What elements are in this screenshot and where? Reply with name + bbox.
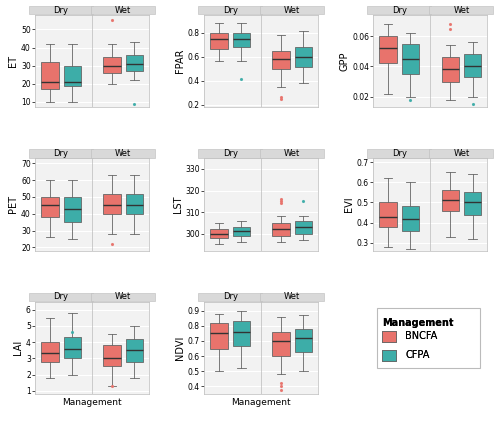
PathPatch shape <box>126 193 143 214</box>
PathPatch shape <box>295 221 312 233</box>
FancyBboxPatch shape <box>91 6 155 14</box>
Text: Wet: Wet <box>284 293 300 302</box>
FancyBboxPatch shape <box>382 331 396 342</box>
PathPatch shape <box>64 197 81 222</box>
PathPatch shape <box>210 33 228 49</box>
FancyBboxPatch shape <box>382 350 396 361</box>
Text: Wet: Wet <box>284 149 300 158</box>
Text: Wet: Wet <box>115 149 132 158</box>
Text: Wet: Wet <box>454 149 469 158</box>
PathPatch shape <box>41 62 58 89</box>
PathPatch shape <box>41 342 58 362</box>
PathPatch shape <box>442 58 459 82</box>
FancyBboxPatch shape <box>198 6 262 14</box>
PathPatch shape <box>402 44 419 74</box>
Text: BNCFA: BNCFA <box>405 331 438 341</box>
FancyBboxPatch shape <box>368 6 432 14</box>
FancyBboxPatch shape <box>29 6 93 14</box>
Y-axis label: ET: ET <box>8 55 18 67</box>
Text: Dry: Dry <box>54 149 68 158</box>
FancyBboxPatch shape <box>29 293 93 301</box>
X-axis label: Management: Management <box>62 398 122 407</box>
FancyBboxPatch shape <box>260 150 324 158</box>
Text: Dry: Dry <box>222 6 238 15</box>
PathPatch shape <box>380 202 397 227</box>
FancyBboxPatch shape <box>29 150 93 158</box>
Y-axis label: LAI: LAI <box>13 340 23 355</box>
Y-axis label: LST: LST <box>172 196 182 213</box>
PathPatch shape <box>272 51 290 69</box>
FancyBboxPatch shape <box>368 150 432 158</box>
PathPatch shape <box>64 337 81 358</box>
FancyBboxPatch shape <box>430 150 494 158</box>
PathPatch shape <box>272 332 290 356</box>
PathPatch shape <box>210 323 228 348</box>
PathPatch shape <box>64 66 81 86</box>
Text: Dry: Dry <box>222 293 238 302</box>
Y-axis label: EVI: EVI <box>344 197 354 212</box>
FancyBboxPatch shape <box>198 293 262 301</box>
FancyBboxPatch shape <box>382 331 396 342</box>
PathPatch shape <box>272 223 290 236</box>
FancyBboxPatch shape <box>91 150 155 158</box>
Text: BNCFA: BNCFA <box>405 331 438 341</box>
FancyBboxPatch shape <box>382 350 396 361</box>
PathPatch shape <box>232 33 250 47</box>
PathPatch shape <box>232 321 250 345</box>
Y-axis label: PET: PET <box>8 196 18 213</box>
PathPatch shape <box>402 207 419 230</box>
Text: Wet: Wet <box>284 6 300 15</box>
PathPatch shape <box>104 345 120 366</box>
PathPatch shape <box>104 193 120 214</box>
PathPatch shape <box>210 229 228 238</box>
Y-axis label: FPAR: FPAR <box>175 49 185 73</box>
PathPatch shape <box>126 339 143 362</box>
Text: Dry: Dry <box>392 6 407 15</box>
FancyBboxPatch shape <box>376 308 480 368</box>
FancyBboxPatch shape <box>91 293 155 301</box>
FancyBboxPatch shape <box>260 6 324 14</box>
Y-axis label: NDVI: NDVI <box>175 336 185 360</box>
Text: Dry: Dry <box>54 6 68 15</box>
X-axis label: Management: Management <box>232 398 291 407</box>
PathPatch shape <box>41 197 58 217</box>
PathPatch shape <box>295 329 312 351</box>
PathPatch shape <box>104 57 120 73</box>
PathPatch shape <box>464 193 481 215</box>
Text: Wet: Wet <box>115 6 132 15</box>
PathPatch shape <box>380 36 397 63</box>
Text: CFPA: CFPA <box>405 350 429 360</box>
Text: Dry: Dry <box>54 293 68 302</box>
Text: Dry: Dry <box>222 149 238 158</box>
Text: CFPA: CFPA <box>405 350 429 360</box>
FancyBboxPatch shape <box>430 6 494 14</box>
FancyBboxPatch shape <box>198 150 262 158</box>
FancyBboxPatch shape <box>260 293 324 301</box>
Text: Dry: Dry <box>392 149 407 158</box>
PathPatch shape <box>232 227 250 236</box>
Text: Wet: Wet <box>454 6 469 15</box>
PathPatch shape <box>442 190 459 210</box>
Text: Management: Management <box>382 318 454 328</box>
PathPatch shape <box>295 47 312 66</box>
PathPatch shape <box>464 55 481 77</box>
PathPatch shape <box>126 55 143 71</box>
Text: Management: Management <box>382 318 454 328</box>
Y-axis label: GPP: GPP <box>340 52 349 71</box>
Text: Wet: Wet <box>115 293 132 302</box>
